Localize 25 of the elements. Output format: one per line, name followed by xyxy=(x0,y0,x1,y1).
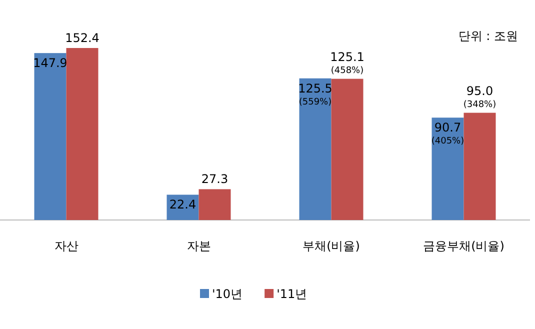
x-tick-label: 금융부채(비율) xyxy=(423,239,504,253)
data-label: 95.0 (348%) xyxy=(463,84,496,110)
x-tick-label: 자본 xyxy=(186,239,211,253)
bar xyxy=(198,189,231,220)
data-label: 90.7 (405%) xyxy=(431,120,464,147)
bar xyxy=(66,48,98,220)
bar xyxy=(331,78,364,220)
x-tick-label: 부채(비율) xyxy=(302,239,360,253)
data-label: 147.9 xyxy=(33,56,68,70)
legend-label: '11년 xyxy=(276,287,308,301)
data-label: 22.4 xyxy=(169,198,196,212)
legend-item: '10년 xyxy=(200,287,243,301)
bar xyxy=(34,53,66,220)
bar xyxy=(166,194,199,220)
text: 단위 : 조원 xyxy=(458,29,518,43)
bar xyxy=(432,118,464,220)
legend-item: '11년 xyxy=(264,287,308,301)
legend-label: '10년 xyxy=(212,287,243,301)
data-label: 125.1 (458%) xyxy=(330,50,364,76)
data-label: 125.5 (559%) xyxy=(298,81,332,108)
data-label: 152.4 xyxy=(65,31,100,45)
x-tick-label: 자산 xyxy=(54,239,78,253)
bar xyxy=(299,78,332,220)
data-label: 27.3 xyxy=(201,172,228,186)
bar xyxy=(464,112,496,220)
